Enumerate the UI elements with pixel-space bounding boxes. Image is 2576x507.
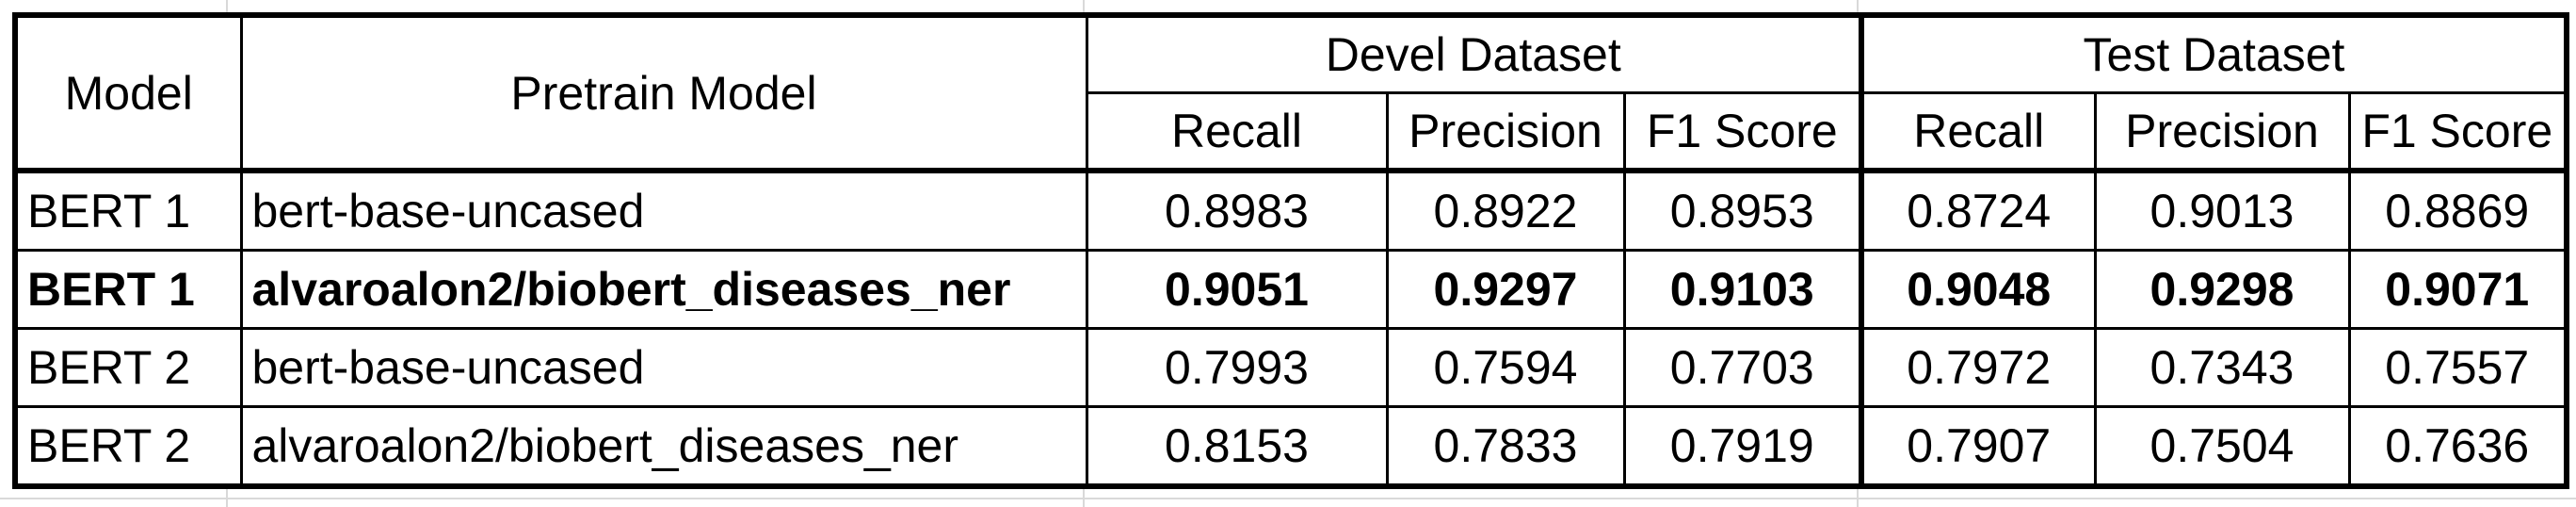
cell-devel-f1: 0.7703 [1622,327,1863,408]
cell-devel-f1: 0.7919 [1622,405,1863,489]
cell-test-precision: 0.7504 [2093,405,2351,489]
cell-test-precision: 0.9013 [2093,168,2351,252]
cell-model: BERT 2 [12,327,243,408]
cell-devel-f1: 0.8953 [1622,168,1863,252]
cell-pretrain: alvaroalon2/biobert_diseases_ner [239,405,1088,489]
header-devel-precision: Precision [1385,91,1626,172]
cell-test-precision: 0.7343 [2093,327,2351,408]
cell-test-recall: 0.9048 [1859,249,2097,330]
table-row: BERT 2 alvaroalon2/biobert_diseases_ner … [12,405,2569,489]
cell-devel-precision: 0.8922 [1385,168,1626,252]
table-row: BERT 1 bert-base-uncased 0.8983 0.8922 0… [12,168,2569,252]
cell-devel-recall: 0.9051 [1085,249,1389,330]
header-test-recall: Recall [1859,91,2097,172]
cell-model: BERT 1 [12,168,243,252]
cell-devel-precision: 0.7594 [1385,327,1626,408]
cell-test-f1: 0.9071 [2347,249,2569,330]
cell-test-recall: 0.7972 [1859,327,2097,408]
cell-devel-recall: 0.7993 [1085,327,1389,408]
cell-model: BERT 2 [12,405,243,489]
header-devel-recall: Recall [1085,91,1389,172]
cell-devel-recall: 0.8983 [1085,168,1389,252]
gridline [0,498,2576,499]
cell-test-f1: 0.7636 [2347,405,2569,489]
cell-test-f1: 0.7557 [2347,327,2569,408]
cell-test-precision: 0.9298 [2093,249,2351,330]
cell-pretrain: bert-base-uncased [239,168,1088,252]
cell-devel-f1: 0.9103 [1622,249,1863,330]
header-devel-dataset: Devel Dataset [1085,12,1863,94]
cell-devel-precision: 0.9297 [1385,249,1626,330]
results-table: Model Pretrain Model Devel Dataset Test … [12,12,2569,489]
header-test-f1: F1 Score [2347,91,2569,172]
header-pretrain-model: Pretrain Model [239,12,1088,172]
header-row-metrics: Recall Precision F1 Score Recall Precisi… [15,91,2569,172]
header-devel-f1: F1 Score [1622,91,1863,172]
cell-test-f1: 0.8869 [2347,168,2569,252]
cell-devel-recall: 0.8153 [1085,405,1389,489]
header-row-groups: Model Pretrain Model Devel Dataset Test … [12,12,2569,172]
cell-test-recall: 0.8724 [1859,168,2097,252]
table-row: BERT 2 bert-base-uncased 0.7993 0.7594 0… [12,327,2569,408]
cell-test-recall: 0.7907 [1859,405,2097,489]
cell-pretrain: bert-base-uncased [239,327,1088,408]
cell-pretrain: alvaroalon2/biobert_diseases_ner [239,249,1088,330]
cell-model: BERT 1 [12,249,243,330]
header-test-dataset: Test Dataset [1859,12,2569,94]
table-row: BERT 1 alvaroalon2/biobert_diseases_ner … [12,249,2569,330]
cell-devel-precision: 0.7833 [1385,405,1626,489]
header-test-precision: Precision [2093,91,2351,172]
header-model: Model [12,12,243,172]
